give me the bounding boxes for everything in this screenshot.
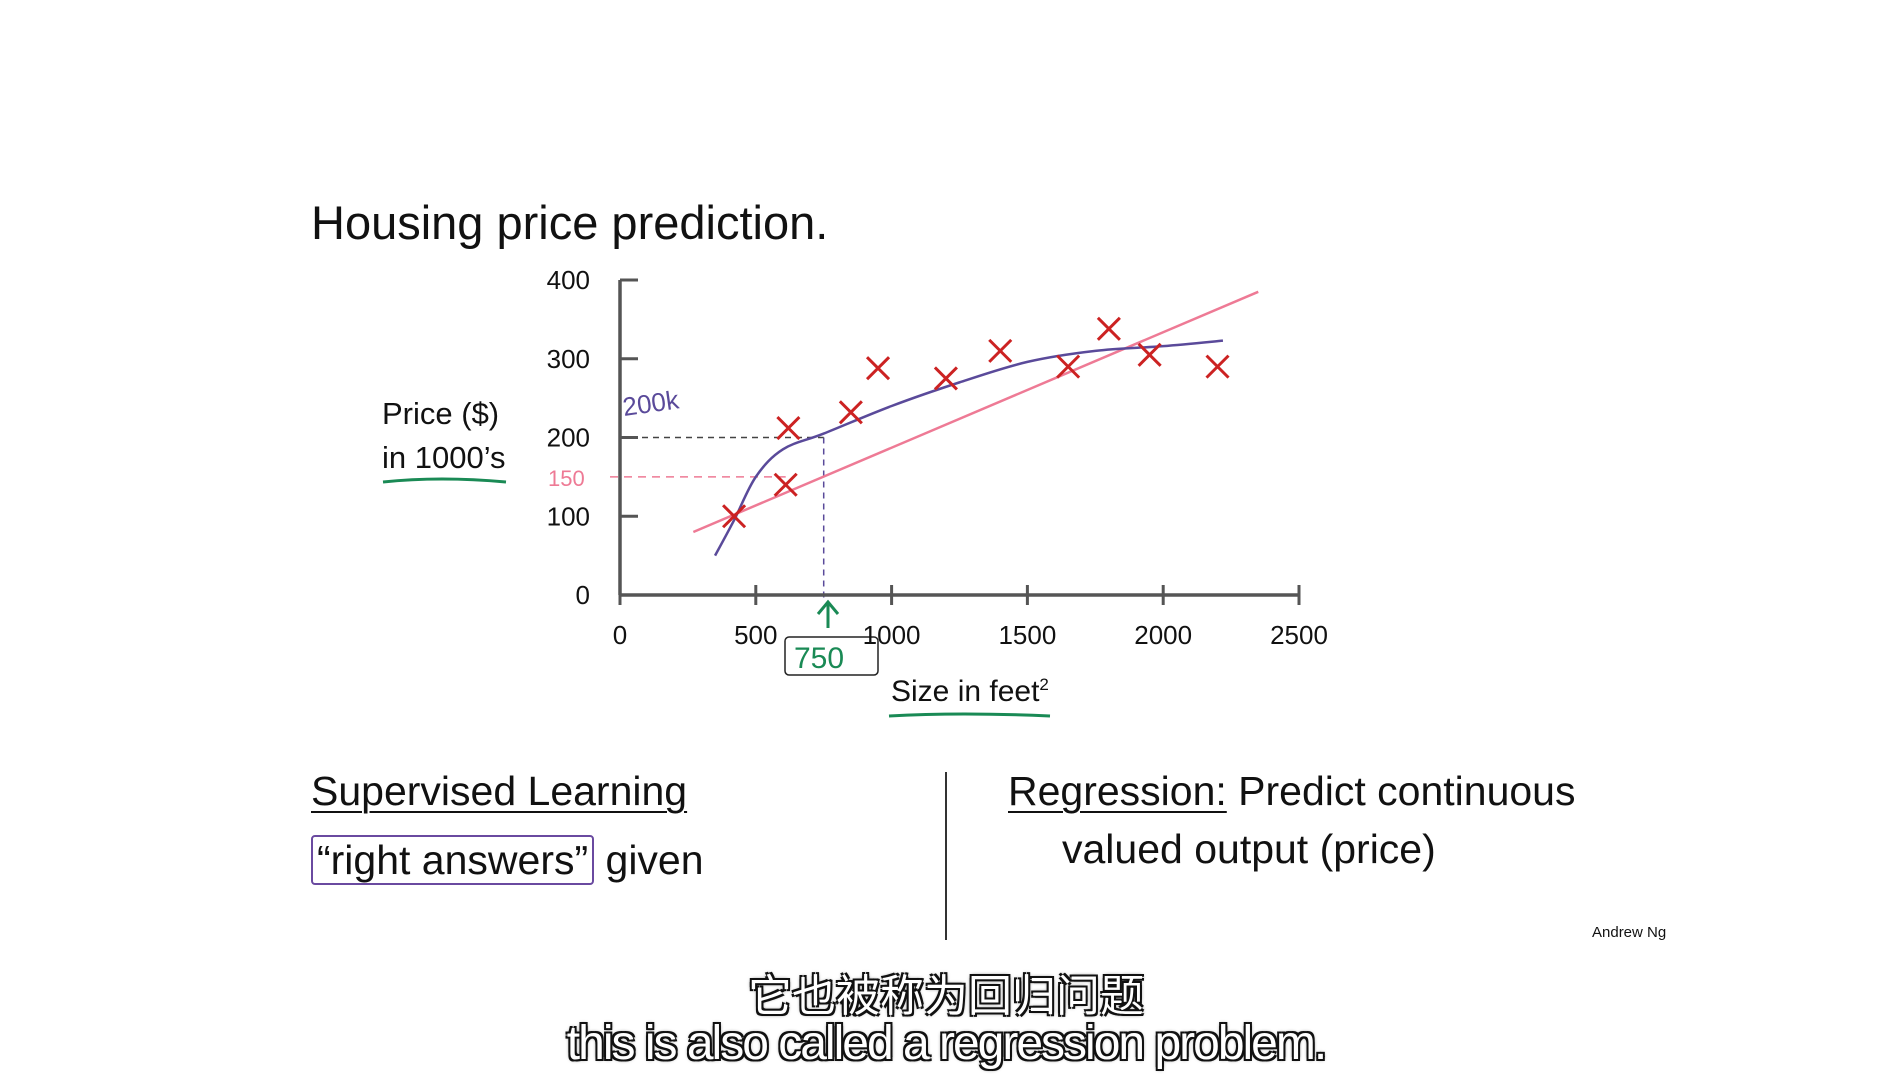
data-point (776, 415, 801, 441)
x-axis-label-superscript: 2 (1039, 675, 1049, 694)
prediction-x-annotation: 750 (794, 642, 844, 675)
data-point-stroke (776, 415, 801, 441)
data-point-stroke (865, 356, 891, 381)
y-tick-label: 200 (547, 423, 590, 453)
data-point-stroke (933, 366, 958, 391)
regression-text: Predict continuous (1226, 768, 1576, 814)
y-tick-label: 0 (576, 580, 590, 610)
quadratic-curve-fit (713, 339, 1224, 557)
data-point-stroke (773, 472, 798, 497)
data-point (722, 504, 747, 529)
straight-line-fit (692, 290, 1259, 534)
subtitle-chinese: 它也被称为回归问题 (748, 972, 1144, 1021)
x-axis-label-text: Size in feet (891, 675, 1040, 708)
data-point-stroke (1205, 354, 1230, 379)
supervised-learning-heading: Supervised Learning (311, 768, 688, 814)
data-point (1056, 354, 1081, 379)
regression-line-2: valued output (price) (1062, 826, 1436, 872)
x-tick-label: 1000 (863, 620, 921, 650)
prediction-arrow-head (816, 599, 840, 615)
column-divider (945, 772, 947, 940)
regression-line-1: Regression: Predict continuous (1008, 768, 1575, 815)
x-tick-label: 2000 (1134, 620, 1192, 650)
x-tick-label: 2500 (1270, 620, 1328, 650)
data-point (1205, 354, 1230, 379)
right-answers-line: “right answers” given (311, 835, 704, 885)
data-point-stroke (988, 338, 1013, 363)
y-tick-label: 400 (547, 265, 590, 295)
data-point (1137, 342, 1162, 367)
data-point (865, 356, 891, 381)
x-label-underline (888, 712, 1051, 718)
author-credit: Andrew Ng (1592, 924, 1667, 941)
data-point-stroke (838, 400, 863, 425)
data-point (933, 366, 958, 391)
data-point (988, 338, 1013, 363)
x-tick-label: 0 (613, 620, 627, 650)
regression-label: Regression: (1008, 768, 1227, 814)
data-point-stroke (722, 504, 747, 529)
y-axis-label-line-1: Price ($) (382, 396, 500, 431)
y-tick-label: 100 (547, 501, 590, 531)
y-label-underline (382, 477, 507, 484)
given-text: given (594, 837, 704, 883)
data-point-stroke (1137, 342, 1162, 367)
y-axis-label-line-2: in 1000’s (382, 440, 506, 475)
x-tick-label: 1500 (998, 620, 1056, 650)
data-point-stroke (1056, 354, 1081, 379)
x-axis-label: Size in feet2 (891, 675, 1049, 709)
data-point (1096, 316, 1121, 341)
data-point (773, 472, 798, 497)
right-answers-text: “right answers” (311, 835, 595, 885)
slide-title: Housing price prediction. (311, 196, 829, 249)
y-tick-label: 300 (547, 344, 590, 374)
data-point (838, 400, 863, 425)
curve-value-annotation: 200k (621, 384, 682, 422)
y-axis-label: Price ($) in 1000’s (382, 392, 506, 480)
subtitle-english: this is also called a regression problem… (566, 1017, 1327, 1070)
x-tick-label: 500 (734, 620, 777, 650)
prediction-box (784, 636, 879, 676)
data-point-stroke (1096, 316, 1121, 341)
line-value-annotation: 150 (548, 466, 585, 491)
